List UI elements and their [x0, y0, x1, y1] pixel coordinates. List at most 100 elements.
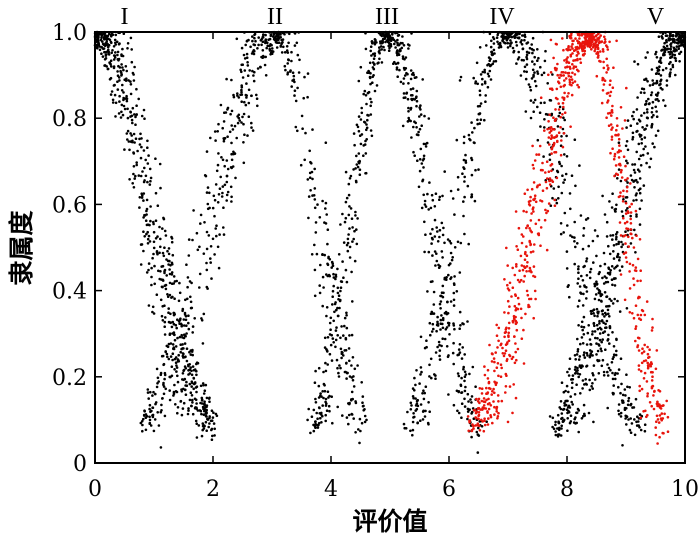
data-point	[261, 54, 265, 58]
data-point	[601, 276, 604, 280]
data-point	[352, 385, 356, 388]
data-point	[411, 428, 415, 432]
data-point	[165, 274, 168, 277]
data-point	[132, 151, 135, 154]
data-point	[112, 66, 116, 70]
data-point	[635, 424, 639, 427]
data-point	[133, 177, 136, 180]
data-point	[583, 414, 586, 417]
data-point	[602, 66, 606, 70]
data-point	[478, 112, 482, 115]
data-point	[619, 191, 622, 194]
data-point	[554, 423, 557, 427]
data-point	[549, 129, 553, 133]
data-point	[525, 210, 528, 214]
data-point	[583, 284, 586, 287]
data-point	[455, 389, 459, 393]
data-point	[117, 64, 120, 68]
data-point	[371, 61, 375, 64]
data-point	[281, 41, 284, 44]
data-point	[358, 417, 362, 421]
data-point	[192, 209, 195, 212]
data-point	[176, 318, 179, 322]
data-point	[489, 45, 493, 49]
data-point	[168, 268, 171, 271]
data-point	[462, 135, 466, 139]
data-point	[565, 384, 569, 388]
data-point	[522, 328, 525, 332]
data-point	[163, 246, 166, 249]
data-point	[563, 79, 566, 82]
data-point	[626, 161, 629, 165]
data-point	[591, 354, 594, 357]
data-point	[501, 39, 504, 42]
data-point	[436, 320, 439, 324]
data-point	[532, 316, 535, 320]
data-point	[171, 343, 175, 346]
data-point	[579, 342, 582, 346]
data-point	[434, 374, 437, 377]
data-point	[624, 242, 627, 245]
data-point	[162, 362, 166, 366]
data-point	[656, 91, 660, 95]
data-point	[675, 49, 678, 52]
data-point	[641, 153, 645, 157]
data-point	[124, 97, 127, 100]
data-point	[175, 326, 178, 330]
data-point	[579, 291, 582, 295]
data-point	[159, 371, 163, 375]
data-point	[202, 383, 205, 387]
x-tick-labels: 0 2 4 6 8 10	[88, 477, 699, 502]
data-point	[148, 223, 151, 227]
data-point	[360, 381, 364, 384]
data-point	[603, 35, 606, 39]
data-point	[611, 234, 615, 237]
data-point	[409, 429, 412, 433]
data-point	[536, 70, 539, 73]
data-point	[605, 235, 609, 238]
data-point	[440, 294, 443, 298]
data-point	[602, 374, 606, 377]
data-point	[438, 265, 442, 268]
data-point	[159, 245, 162, 249]
data-point	[422, 154, 426, 158]
data-point	[578, 373, 582, 376]
data-point	[380, 61, 384, 64]
data-point	[225, 180, 229, 184]
data-point	[222, 120, 226, 123]
data-point	[592, 364, 596, 367]
data-point	[181, 372, 185, 375]
data-point	[259, 65, 262, 69]
data-point	[224, 111, 228, 114]
data-point	[470, 395, 474, 398]
data-point	[434, 264, 437, 267]
data-point	[172, 275, 176, 278]
data-point	[631, 131, 635, 135]
data-point	[571, 381, 574, 385]
data-point	[226, 108, 229, 111]
data-point	[363, 414, 367, 418]
data-point	[173, 383, 176, 387]
data-point	[357, 152, 361, 155]
data-point	[561, 107, 565, 111]
data-point	[338, 364, 341, 367]
data-point	[176, 374, 179, 378]
data-point	[348, 256, 352, 259]
data-point	[609, 151, 612, 155]
data-point	[633, 228, 636, 232]
data-point	[214, 227, 217, 230]
data-point	[549, 164, 552, 167]
data-point	[575, 54, 579, 57]
data-point	[576, 83, 579, 87]
data-point	[536, 59, 539, 62]
data-point	[611, 377, 615, 381]
data-point	[405, 92, 408, 95]
data-point	[229, 112, 232, 116]
data-point	[669, 50, 673, 54]
data-point	[644, 145, 647, 148]
data-point	[476, 400, 480, 403]
data-point	[199, 384, 203, 388]
data-point	[146, 388, 150, 391]
data-point	[253, 33, 256, 37]
data-point	[458, 310, 462, 314]
